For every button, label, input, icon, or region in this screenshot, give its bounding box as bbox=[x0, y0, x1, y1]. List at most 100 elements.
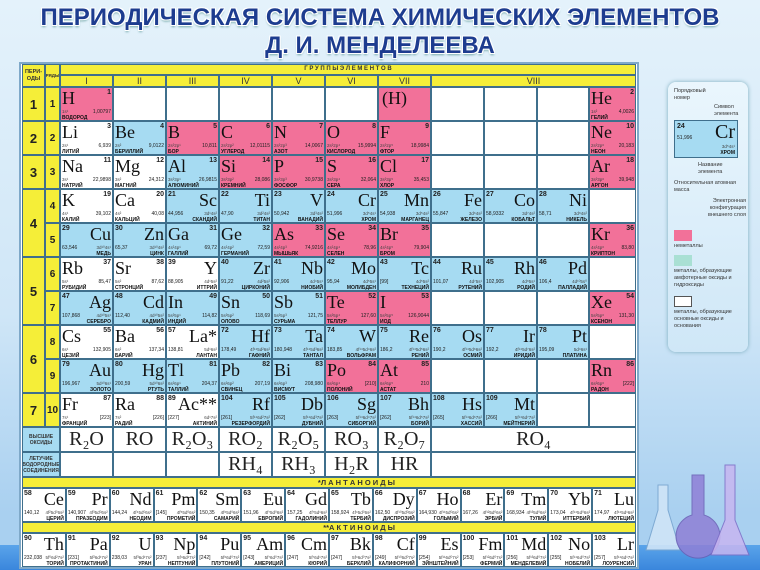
element-Y[interactable]: 39 Y 88,905 4d¹5s² ИТТРИЙ bbox=[166, 257, 219, 291]
element-At[interactable]: At 85 6s²6p⁵ 210 АСТАТ bbox=[378, 359, 431, 393]
element-Mg[interactable]: Mg 12 3s² 24,312 МАГНИЙ bbox=[113, 155, 166, 189]
element-Lu[interactable]: 71 Lu 174,97 4f¹⁴5d¹6s² ЛЮТЕЦИЙ bbox=[592, 488, 636, 522]
element-Ru[interactable]: 44 Ru 101,07 4d⁷5s¹ РУТЕНИЙ bbox=[431, 257, 484, 291]
element-Ta[interactable]: 73 Ta 180,948 4f¹⁴5d³6s² ТАНТАЛ bbox=[272, 325, 325, 359]
element-Ir[interactable]: 77 Ir 192,2 4f¹⁴5d⁷6s² ИРИДИЙ bbox=[484, 325, 537, 359]
element-Sm[interactable]: 62 Sm 150,35 4f⁶5d⁰6s² САМАРИЙ bbox=[197, 488, 242, 522]
element-Er[interactable]: 68 Er 167,26 4f¹²5d⁰6s² ЭРБИЙ bbox=[460, 488, 505, 522]
element-P[interactable]: P 15 3s²3p³ 30,9738 ФОСФОР bbox=[272, 155, 325, 189]
element-Pa[interactable]: 91 Pa [231] 5f²6d¹7s² ПРОТАКТИНИЙ bbox=[65, 533, 110, 567]
element-Ga[interactable]: Ga 31 4s²4p¹ 69,72 ГАЛЛИЙ bbox=[166, 223, 219, 257]
element-Hs[interactable]: 108 Hs [265] 5f¹⁴6d⁶7s² ХАССИЙ bbox=[431, 393, 484, 427]
element-Po[interactable]: Po 84 6s²6p⁴ [210] ПОЛОНИЙ bbox=[325, 359, 378, 393]
element-Sn[interactable]: Sn 50 5s²5p² 118,69 ОЛОВО bbox=[219, 291, 272, 325]
element-La[interactable]: 57 La* 138,81 5d¹6s² ЛАНТАН bbox=[166, 325, 219, 359]
element-Md[interactable]: 101 Md [256] 5f¹³6d⁰7s² МЕНДЕЛЕВИЙ bbox=[504, 533, 549, 567]
element-Li[interactable]: Li 3 2s¹ 6,939 ЛИТИЙ bbox=[60, 121, 113, 155]
element-Am[interactable]: 95 Am [243] 5f⁷6d⁰7s² АМЕРИЦИЙ bbox=[241, 533, 286, 567]
element-Tm[interactable]: 69 Tm 168,934 4f¹³5d⁰6s² ТУЛИЙ bbox=[504, 488, 549, 522]
element-Mo[interactable]: 42 Mo 95,94 4d⁵5s¹ МОЛИБДЕН bbox=[325, 257, 378, 291]
element-Si[interactable]: Si 14 3s²3p² 28,086 КРЕМНИЙ bbox=[219, 155, 272, 189]
element-Xe[interactable]: Xe 54 5s²5p⁶ 131,30 КСЕНОН bbox=[589, 291, 636, 325]
element-Kr[interactable]: Kr 36 4s²4p⁶ 83,80 КРИПТОН bbox=[589, 223, 636, 257]
element-O[interactable]: O 8 2s²2p⁴ 15,9994 КИСЛОРОД bbox=[325, 121, 378, 155]
element-Ne[interactable]: Ne 10 2s²2p⁶ 20,183 НЕОН bbox=[589, 121, 636, 155]
element-Pm[interactable]: 61 Pm [145] 4f⁵5d⁰6s² ПРОМЕТИЙ bbox=[153, 488, 198, 522]
element-H[interactable]: (H) bbox=[378, 87, 431, 121]
element-Bh[interactable]: 107 Bh [262] 5f¹⁴6d⁵7s² БОРИЙ bbox=[378, 393, 431, 427]
element-Cs[interactable]: Cs 55 6s¹ 132,905 ЦЕЗИЙ bbox=[60, 325, 113, 359]
element-N[interactable]: N 7 2s²2p³ 14,0067 АЗОТ bbox=[272, 121, 325, 155]
element-Db[interactable]: 105 Db [262] 5f¹⁴6d³7s² ДУБНИЙ bbox=[272, 393, 325, 427]
element-B[interactable]: B 5 2s²2p¹ 10,811 БОР bbox=[166, 121, 219, 155]
element-Zr[interactable]: 40 Zr 91,22 4d²5s² ЦИРКОНИЙ bbox=[219, 257, 272, 291]
element-Rf[interactable]: 104 Rf [261] 5f¹⁴6d²7s² РЕЗЕРФОРДИЙ bbox=[219, 393, 272, 427]
element-Rb[interactable]: Rb 37 5s¹ 85,47 РУБИДИЙ bbox=[60, 257, 113, 291]
element-As[interactable]: As 33 4s²4p³ 74,9216 МЫШЬЯК bbox=[272, 223, 325, 257]
element-Pb[interactable]: Pb 82 6s²6p² 207,19 СВИНЕЦ bbox=[219, 359, 272, 393]
element-No[interactable]: 102 No [255] 5f¹⁴6d⁰7s² НОБЕЛИЙ bbox=[548, 533, 593, 567]
element-H[interactable]: H 1 1s¹ 1,00797 ВОДОРОД bbox=[60, 87, 113, 121]
element-In[interactable]: In 49 5s²5p¹ 114,82 ИНДИЙ bbox=[166, 291, 219, 325]
element-Zn[interactable]: 30 Zn 65,37 3d¹⁰4s² ЦИНК bbox=[113, 223, 166, 257]
element-Cm[interactable]: 96 Cm [247] 5f⁷6d¹7s² КЮРИЙ bbox=[285, 533, 329, 567]
element-Ac[interactable]: 89 Ac** [227] 6d¹7s² АКТИНИЙ bbox=[166, 393, 219, 427]
element-Th[interactable]: 90 Th 232,038 5f⁰6d²7s² ТОРИЙ bbox=[22, 533, 66, 567]
element-Cu[interactable]: 29 Cu 63,546 3d¹⁰4s¹ МЕДЬ bbox=[60, 223, 113, 257]
element-Es[interactable]: 99 Es [254] 5f¹¹6d⁰7s² ЭЙНШТЕЙНИЙ bbox=[416, 533, 461, 567]
element-Rh[interactable]: 45 Rh 102,905 4d⁸5s¹ РОДИЙ bbox=[484, 257, 537, 291]
element-Mn[interactable]: 25 Mn 54,938 3d⁵4s² МАРГАНЕЦ bbox=[378, 189, 431, 223]
element-Bk[interactable]: 97 Bk [247] 5f⁹6d⁰7s² БЕРКЛИЙ bbox=[329, 533, 373, 567]
element-Pr[interactable]: 59 Pr 140,907 4f³5d⁰6s² ПРАЗЕОДИМ bbox=[65, 488, 110, 522]
element-Tb[interactable]: 65 Tb 158,924 4f⁹5d⁰6s² ТЕРБИЙ bbox=[329, 488, 373, 522]
element-Ca[interactable]: Ca 20 4s² 40,08 КАЛЬЦИЙ bbox=[113, 189, 166, 223]
element-Sr[interactable]: Sr 38 5s² 87,62 СТРОНЦИЙ bbox=[113, 257, 166, 291]
element-F[interactable]: F 9 2s²2p⁵ 18,9984 ФТОР bbox=[378, 121, 431, 155]
element-Na[interactable]: Na 11 3s¹ 22,9898 НАТРИЙ bbox=[60, 155, 113, 189]
element-Hf[interactable]: 72 Hf 178,49 4f¹⁴5d²6s² ГАФНИЙ bbox=[219, 325, 272, 359]
element-Br[interactable]: Br 35 4s²4p⁵ 79,904 БРОМ bbox=[378, 223, 431, 257]
element-Hg[interactable]: 80 Hg 200,59 5d¹⁰6s² РТУТЬ bbox=[113, 359, 166, 393]
element-Tl[interactable]: Tl 81 6s²6p¹ 204,37 ТАЛЛИЙ bbox=[166, 359, 219, 393]
element-Ni[interactable]: 28 Ni 58,71 3d⁸4s² НИКЕЛЬ bbox=[537, 189, 589, 223]
element-Nb[interactable]: 41 Nb 92,906 4d⁴5s¹ НИОБИЙ bbox=[272, 257, 325, 291]
element-Sc[interactable]: 21 Sc 44,956 3d¹4s² СКАНДИЙ bbox=[166, 189, 219, 223]
element-Bi[interactable]: Bi 83 6s²6p³ 208,980 ВИСМУТ bbox=[272, 359, 325, 393]
element-Np[interactable]: 93 Np [237] 5f⁴6d¹7s² НЕПТУНИЙ bbox=[153, 533, 198, 567]
element-Co[interactable]: 27 Co 58,9332 3d⁷4s² КОБАЛЬТ bbox=[484, 189, 537, 223]
element-Ra[interactable]: Ra 88 7s² [226] РАДИЙ bbox=[113, 393, 166, 427]
element-Pu[interactable]: 94 Pu [242] 5f⁶6d⁰7s² ПЛУТОНИЙ bbox=[197, 533, 242, 567]
element-Ti[interactable]: 22 Ti 47,90 3d²4s² ТИТАН bbox=[219, 189, 272, 223]
element-V[interactable]: 23 V 50,942 3d³4s² ВАНАДИЙ bbox=[272, 189, 325, 223]
element-Yb[interactable]: 70 Yb 173,04 4f¹⁴5d⁰6s² ИТТЕРБИЙ bbox=[548, 488, 593, 522]
element-Re[interactable]: 75 Re 186,2 4f¹⁴5d⁵6s² РЕНИЙ bbox=[378, 325, 431, 359]
element-Cf[interactable]: 98 Cf [249] 5f¹⁰6d⁰7s² КАЛИФОРНИЙ bbox=[372, 533, 417, 567]
element-Tc[interactable]: 43 Tc [99] 4d⁵5s² ТЕХНЕЦИЙ bbox=[378, 257, 431, 291]
element-Fm[interactable]: 100 Fm [253] 5f¹²6d⁰7s² ФЕРМИЙ bbox=[460, 533, 505, 567]
element-Pd[interactable]: 46 Pd 106,4 4d¹⁰5s⁰ ПАЛЛАДИЙ bbox=[537, 257, 589, 291]
element-Be[interactable]: Be 4 2s² 9,0122 БЕРИЛЛИЙ bbox=[113, 121, 166, 155]
element-Rn[interactable]: Rn 86 6s²6p⁶ [222] РАДОН bbox=[589, 359, 636, 393]
element-S[interactable]: S 16 3s²3p⁴ 32,064 СЕРА bbox=[325, 155, 378, 189]
element-Ce[interactable]: 58 Ce 140,12 4f²5d⁰6s² ЦЕРИЙ bbox=[22, 488, 66, 522]
element-Ge[interactable]: Ge 32 4s²4p² 72,59 ГЕРМАНИЙ bbox=[219, 223, 272, 257]
element-Ho[interactable]: 67 Ho 164,930 4f¹¹5d⁰6s² ГОЛЬМИЙ bbox=[416, 488, 461, 522]
element-Te[interactable]: Te 52 5s²5p⁴ 127,60 ТЕЛЛУР bbox=[325, 291, 378, 325]
element-Au[interactable]: 79 Au 196,967 5d¹⁰6s¹ ЗОЛОТО bbox=[60, 359, 113, 393]
element-Ar[interactable]: Ar 18 3s²3p⁶ 39,948 АРГОН bbox=[589, 155, 636, 189]
element-K[interactable]: K 19 4s¹ 39,102 КАЛИЙ bbox=[60, 189, 113, 223]
element-Dy[interactable]: 66 Dy 162,50 4f¹⁰5d⁰6s² ДИСПРОЗИЙ bbox=[372, 488, 417, 522]
element-Ag[interactable]: 47 Ag 107,868 4d¹⁰5s¹ СЕРЕБРО bbox=[60, 291, 113, 325]
element-Mt[interactable]: 109 Mt [266] 5f¹⁴6d⁷7s² МЕЙТНЕРИЙ bbox=[484, 393, 537, 427]
element-I[interactable]: I 53 5s²5p⁵ 126,9044 ИОД bbox=[378, 291, 431, 325]
element-Se[interactable]: Se 34 4s²4p⁴ 78,96 СЕЛЕН bbox=[325, 223, 378, 257]
element-Os[interactable]: 76 Os 190,2 4f¹⁴5d⁶6s² ОСМИЙ bbox=[431, 325, 484, 359]
element-Cd[interactable]: 48 Cd 112,40 4d¹⁰5s² КАДМИЙ bbox=[113, 291, 166, 325]
element-Pt[interactable]: 78 Pt 195,09 5d⁹6s¹ ПЛАТИНА bbox=[537, 325, 589, 359]
element-Fr[interactable]: Fr 87 7s¹ [223] ФРАНЦИЙ bbox=[60, 393, 113, 427]
element-U[interactable]: 92 U 238,03 5f³6d¹7s² УРАН bbox=[109, 533, 154, 567]
element-Sb[interactable]: Sb 51 5s²5p³ 121,75 СУРЬМА bbox=[272, 291, 325, 325]
element-Al[interactable]: Al 13 3s²3p¹ 26,9815 АЛЮМИНИЙ bbox=[166, 155, 219, 189]
element-C[interactable]: C 6 2s²2p² 12,01115 УГЛЕРОД bbox=[219, 121, 272, 155]
element-Cr[interactable]: 24 Cr 51,996 3d⁵4s¹ ХРОМ bbox=[325, 189, 378, 223]
